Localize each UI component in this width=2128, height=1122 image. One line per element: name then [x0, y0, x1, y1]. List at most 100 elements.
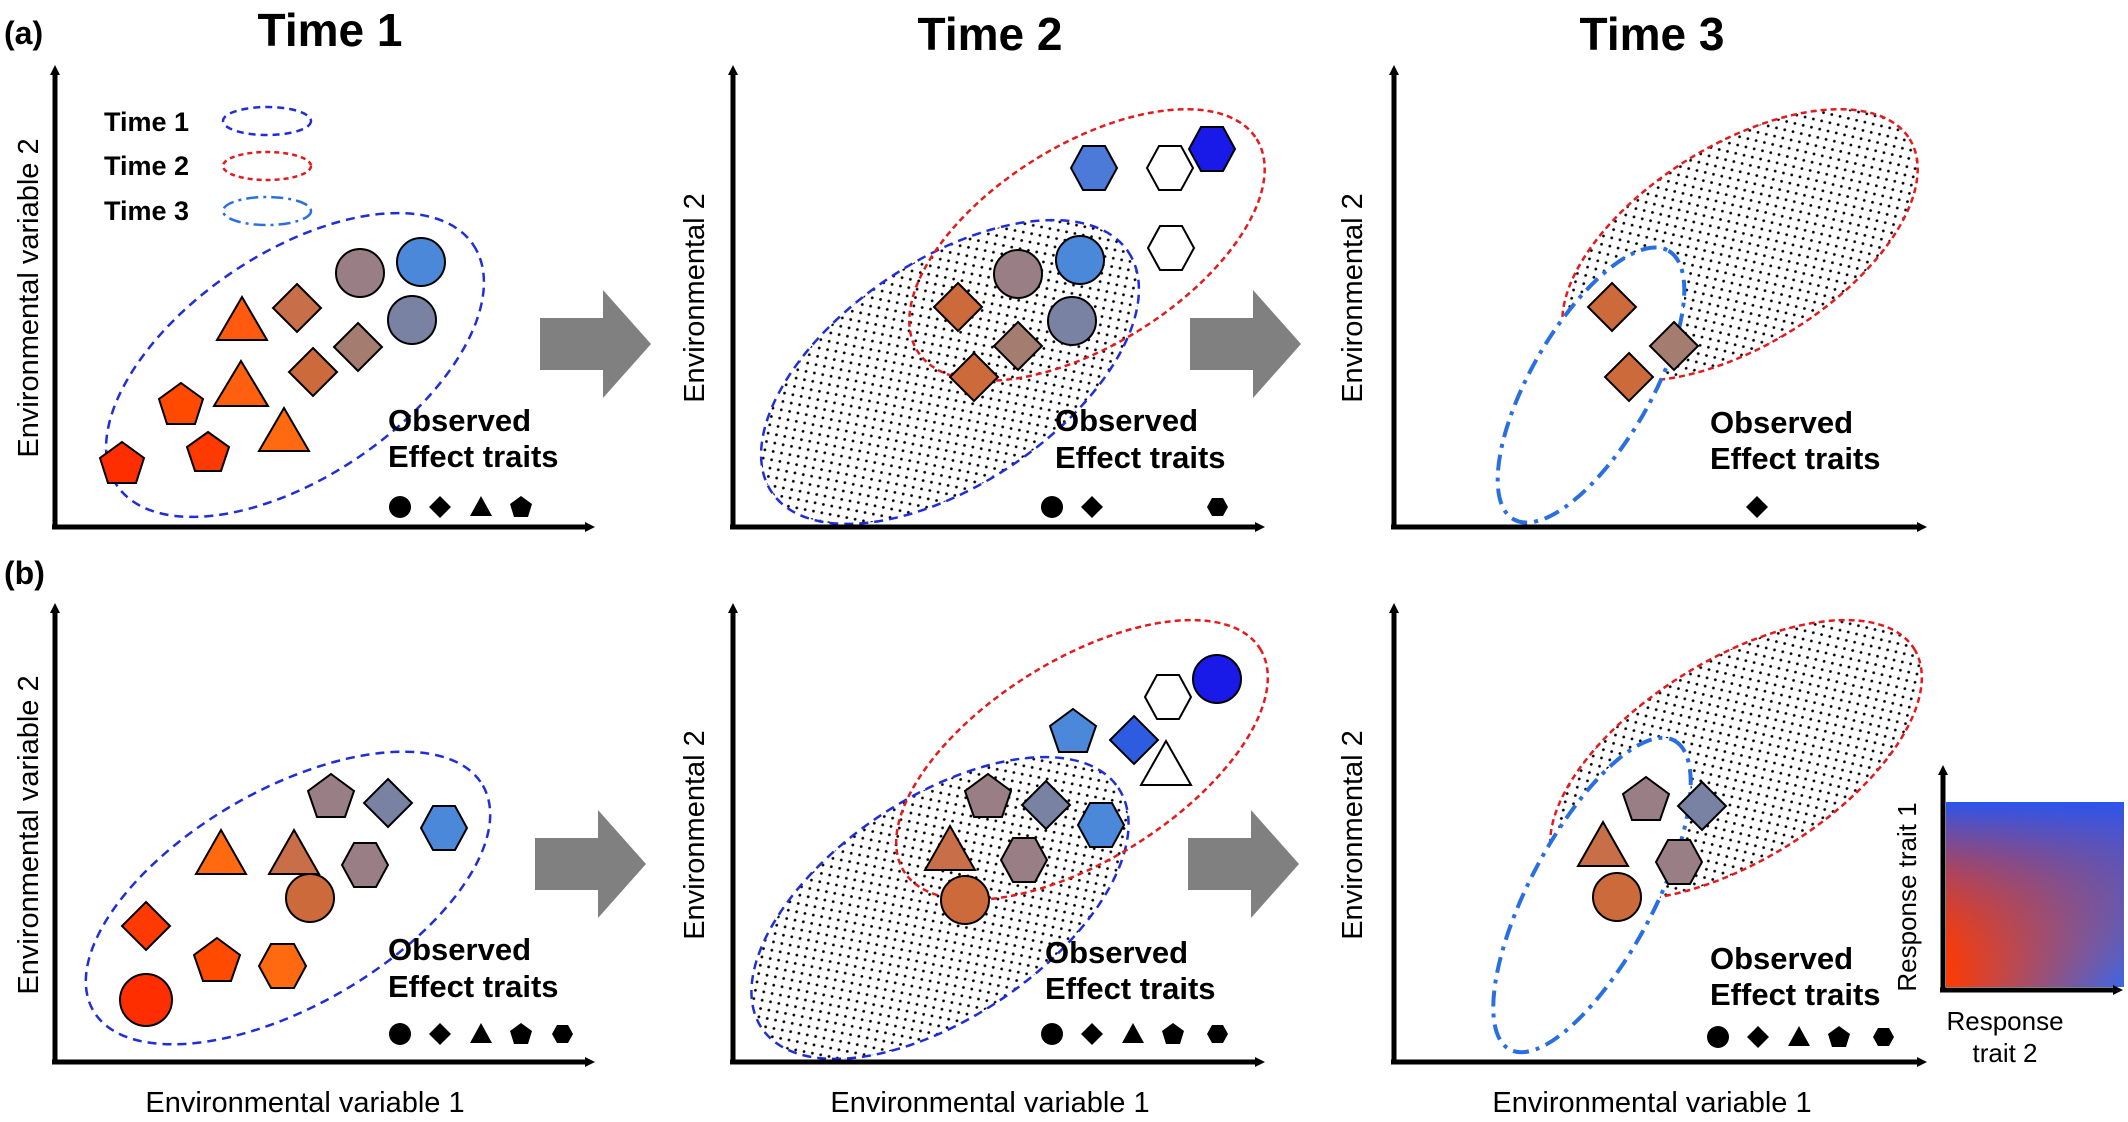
hexagon-icon — [1076, 802, 1126, 848]
triangle-icon — [470, 496, 492, 516]
time-3-ellipse — [1495, 245, 1687, 525]
circle-icon — [1192, 654, 1242, 704]
triangle-icon — [194, 827, 248, 875]
hexagon-icon — [1654, 839, 1704, 885]
circle-icon — [119, 973, 173, 1027]
pentagon-icon — [1828, 1026, 1850, 1047]
diamond-icon — [932, 281, 984, 333]
hexagon-icon — [257, 943, 308, 989]
y-axis-label: Environmental variable 2 — [13, 675, 45, 994]
progression-arrow — [540, 290, 651, 398]
legend-swatch-time-2 — [221, 150, 313, 182]
diamond-icon — [1747, 1026, 1769, 1048]
diamond-icon — [1648, 320, 1700, 372]
header-time-1: Time 1 — [258, 4, 403, 56]
triangle-icon — [267, 827, 321, 875]
legend-label-time-1: Time 1 — [104, 107, 189, 137]
legend-swatch-time-1 — [221, 105, 313, 137]
circle-icon — [389, 1023, 411, 1045]
diamond-icon — [120, 900, 172, 952]
triangle-icon — [1576, 819, 1630, 867]
diamond-icon — [1746, 496, 1768, 518]
observed-line-1: Observed — [1045, 935, 1188, 970]
diamond-icon — [271, 282, 323, 334]
panel-a-time-1: Environmental variable 2 Time 1 Time 2 T… — [13, 65, 595, 532]
observed-line-2: Effect traits — [1710, 441, 1881, 476]
circle-icon — [940, 875, 990, 925]
diamond-icon — [1081, 1023, 1103, 1045]
diamond-icon — [1108, 714, 1160, 766]
triangle-icon — [470, 1023, 492, 1043]
diamond-icon — [1586, 281, 1638, 333]
panel-b-time-1: Environmental variable 2 Environmental v… — [13, 603, 595, 1119]
circle-icon — [1041, 496, 1063, 518]
y-axis-label: Environmental 2 — [1337, 193, 1369, 403]
hexagon-icon — [552, 1025, 573, 1043]
diamond-icon — [429, 496, 451, 518]
observed-line-1: Observed — [1710, 405, 1853, 440]
circle-icon — [389, 496, 411, 518]
response-trait-2-label-line-2: trait 2 — [1972, 1038, 2037, 1068]
circle-icon — [1055, 235, 1105, 285]
triangle-icon — [1788, 1026, 1810, 1046]
pentagon-icon — [1162, 1023, 1184, 1044]
hexagon-icon — [1207, 498, 1228, 516]
circle-icon — [285, 873, 335, 923]
circle-icon — [1592, 872, 1642, 922]
y-axis-label: Environmental 2 — [1337, 730, 1369, 940]
panel-label-b: (b) — [4, 555, 45, 591]
x-axis-label: Environmental variable 1 — [830, 1087, 1149, 1119]
y-axis-label: Environmental 2 — [679, 193, 711, 403]
triangle-icon — [212, 359, 270, 407]
legend-label-time-3: Time 3 — [104, 196, 189, 226]
panel-b-time-2: Environmental 2 Environmental variable 1… — [679, 603, 1270, 1119]
observed-line-2: Effect traits — [1710, 977, 1881, 1012]
pentagon-icon — [963, 772, 1013, 818]
time-1-ellipse — [759, 218, 1141, 526]
panel-a-time-3: Environmental 2 Observed Effect traits — [1337, 65, 1927, 532]
triangle-icon — [1122, 1023, 1144, 1043]
legend-label-time-2: Time 2 — [104, 151, 189, 181]
observed-line-2: Effect traits — [1055, 440, 1226, 475]
diamond-icon — [1020, 779, 1072, 831]
circle-icon — [1047, 296, 1097, 346]
response-trait-key: Response trait 1 Response trait 2 — [1892, 765, 2124, 1068]
pentagon-icon — [1048, 707, 1098, 753]
header-time-2: Time 2 — [918, 8, 1063, 60]
hexagon-icon — [1145, 145, 1195, 191]
header-time-3: Time 3 — [1580, 8, 1725, 60]
pentagon-icon — [98, 440, 146, 484]
hexagon-icon — [1143, 674, 1193, 720]
time-2-ellipse — [894, 618, 1270, 902]
triangle-icon — [215, 295, 269, 341]
pentagon-icon — [510, 1023, 532, 1044]
pentagon-icon — [157, 381, 205, 425]
hexagon-icon — [1187, 126, 1237, 172]
observed-line-1: Observed — [1710, 941, 1853, 976]
panel-b-time-3: Environmental 2 Environmental variable 1… — [1337, 603, 1927, 1119]
time-1-ellipse — [84, 750, 492, 1046]
triangle-icon — [923, 823, 977, 871]
diamond-icon — [332, 321, 384, 373]
observed-line-1: Observed — [388, 932, 531, 967]
hexagon-icon — [999, 837, 1049, 883]
progression-arrow — [535, 810, 646, 918]
observed-line-1: Observed — [388, 403, 531, 438]
diamond-icon — [1676, 780, 1728, 832]
diamond-icon — [992, 320, 1044, 372]
pentagon-icon — [306, 772, 356, 818]
progression-arrow — [1190, 290, 1301, 398]
diamond-icon — [948, 351, 1000, 403]
progression-arrow — [1188, 810, 1299, 918]
diamond-icon — [362, 777, 414, 829]
diamond-icon — [429, 1023, 451, 1045]
circle-icon — [1707, 1026, 1729, 1048]
circle-icon — [335, 248, 385, 298]
hexagon-icon — [1069, 145, 1119, 191]
observed-line-2: Effect traits — [388, 969, 559, 1004]
y-axis-label: Environmental variable 2 — [13, 138, 45, 457]
circle-icon — [1041, 1023, 1063, 1045]
diamond-icon — [1603, 351, 1655, 403]
triangle-icon — [1139, 738, 1193, 786]
